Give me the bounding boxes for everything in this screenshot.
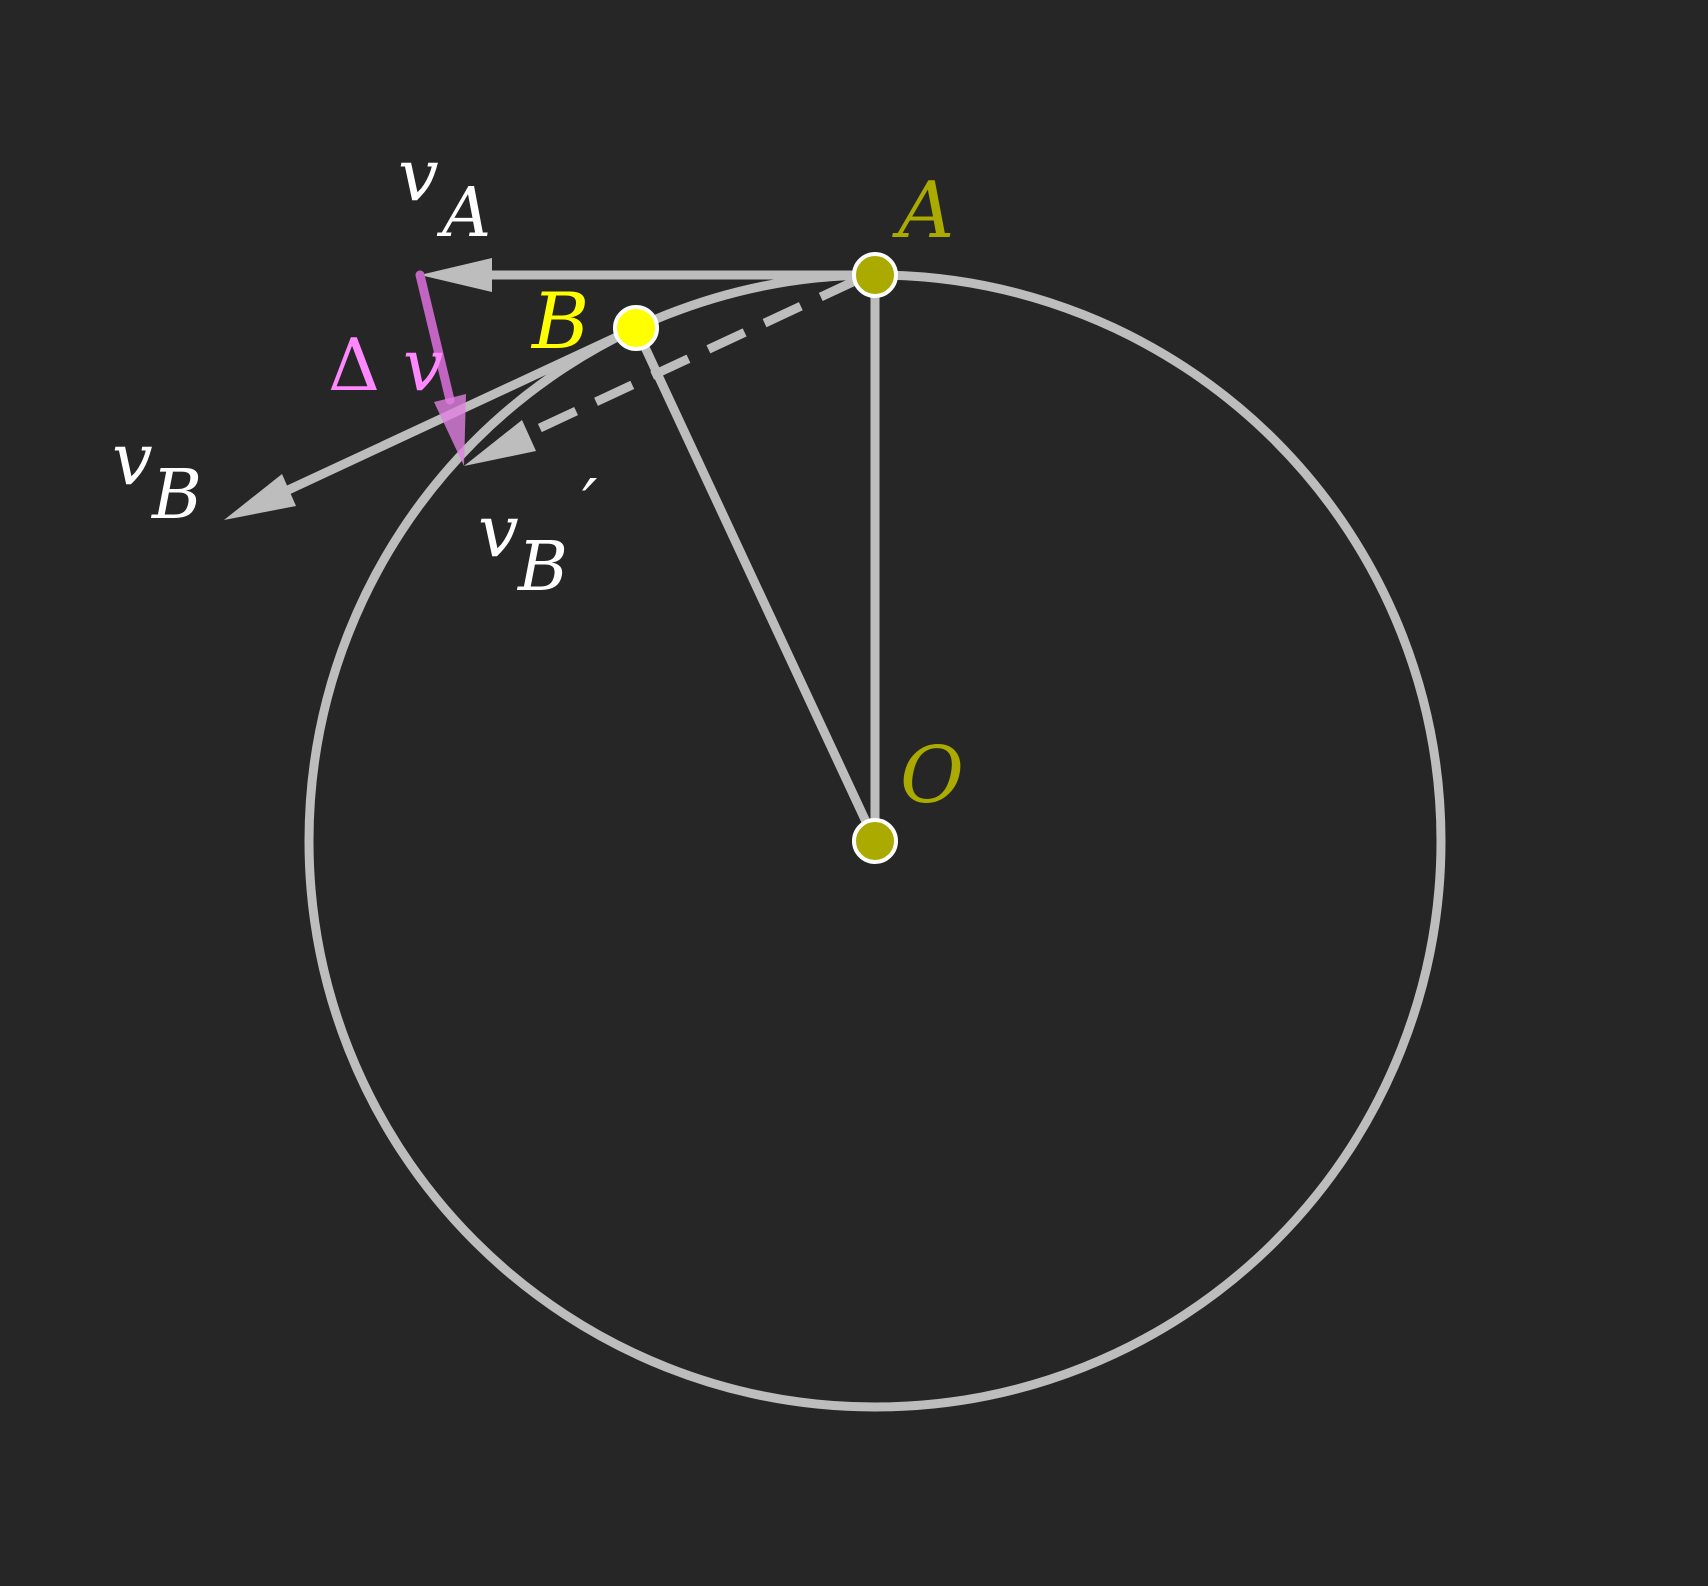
label-v-a: v A (398, 133, 491, 253)
label-point-b: B (530, 277, 589, 367)
delta-v-arrowhead (434, 394, 466, 466)
label-v-b-prime-symbol: v (478, 489, 519, 573)
label-v-b-symbol: v (112, 417, 153, 501)
label-delta-symbol: Δ (328, 323, 380, 407)
label-v-b-prime: v B ′ (478, 466, 598, 607)
velocity-a-arrowhead (420, 258, 492, 292)
label-v-b-subscript: B (150, 456, 202, 535)
point-o-marker (852, 818, 898, 864)
radius-ob (631, 326, 880, 843)
point-a-marker (852, 252, 898, 298)
label-v-b: v B (112, 417, 202, 535)
label-v-b-prime-mark: ′ (582, 466, 598, 545)
velocity-b-arrowhead (224, 474, 296, 520)
label-delta-v-symbol: v (403, 323, 444, 407)
point-b-marker (613, 305, 659, 351)
label-v-b-prime-subscript: B (516, 528, 568, 607)
velocity-b-prime-shaft (510, 275, 859, 446)
label-delta-v: Δ v (328, 323, 444, 407)
delta-v-shaft (415, 270, 455, 405)
label-point-o: O (900, 731, 964, 821)
velocity-b-prime-arrowhead (464, 420, 536, 466)
label-v-a-subscript: A (436, 174, 491, 253)
label-point-a: A (892, 166, 954, 256)
label-v-a-symbol: v (398, 133, 439, 217)
